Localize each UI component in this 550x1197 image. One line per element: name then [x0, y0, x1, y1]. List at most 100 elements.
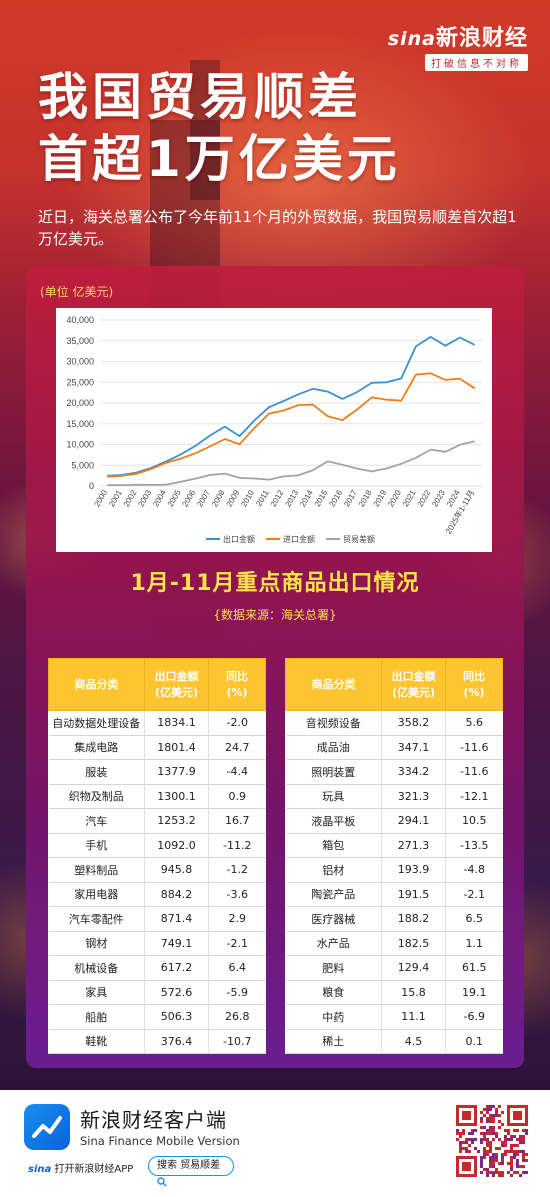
- cell-yoy: -3.6: [208, 882, 266, 907]
- cell-amount: 945.8: [144, 857, 209, 883]
- cell-yoy: -13.5: [445, 833, 503, 858]
- skyscraper-spire: [190, 60, 220, 200]
- brand-logo: sina新浪财经 打破信息不对称: [388, 20, 528, 71]
- cell-amount: 749.1: [144, 931, 209, 956]
- cell-amount: 572.6: [144, 980, 209, 1005]
- table-row: 手机 1092.0 -11.2: [48, 833, 266, 858]
- cell-category: 船舶: [48, 1004, 145, 1030]
- trade-line-chart: 0 5,000 10,000 15,000 20,000 25,000 30,000 35,0…: [56, 308, 492, 552]
- cell-amount: 884.2: [144, 882, 209, 907]
- cell-yoy: -6.9: [445, 1004, 503, 1030]
- cell-category: 箱包: [285, 833, 382, 858]
- sina-logo-mark: sina: [387, 28, 436, 50]
- table-row: 钢材 749.1 -2.1: [48, 931, 266, 956]
- table-row: 汽车 1253.2 16.7: [48, 808, 266, 834]
- cell-category: 液晶平板: [285, 808, 382, 834]
- x-tick-label: 2008: [210, 488, 227, 508]
- cell-category: 钢材: [48, 931, 145, 956]
- cell-amount: 1300.1: [144, 784, 209, 809]
- cell-yoy: -10.7: [208, 1029, 266, 1054]
- x-tick-label: 2005: [166, 488, 183, 508]
- series-line-出口金额: [107, 335, 476, 477]
- cell-yoy: -2.1: [208, 931, 266, 956]
- cell-category: 塑料制品: [48, 857, 145, 883]
- table-header-row: 商品分类 出口金额 (亿美元) 同比 (%): [48, 658, 266, 711]
- x-tick-label: 2004: [151, 488, 168, 508]
- table-row: 水产品 182.5 1.1: [285, 931, 503, 956]
- section-title: 1月-11月重点商品出口情况: [130, 571, 420, 596]
- cell-yoy: 61.5: [445, 955, 503, 981]
- table-row: 液晶平板 294.1 10.5: [285, 808, 503, 834]
- header-amount: 出口金额 (亿美元): [144, 658, 209, 711]
- x-tick-label: 2010: [239, 488, 256, 508]
- table-row: 玩具 321.3 -12.1: [285, 784, 503, 809]
- table-row: 箱包 271.3 -13.5: [285, 833, 503, 858]
- brand-name: 新浪财经: [435, 26, 528, 51]
- table-row: 服装 1377.9 -4.4: [48, 759, 266, 785]
- cell-yoy: 6.4: [208, 955, 266, 981]
- cell-amount: 182.5: [381, 931, 446, 956]
- x-tick-label: 2017: [342, 488, 359, 508]
- search-icon: [157, 1177, 167, 1187]
- header-yoy: 同比 (%): [208, 658, 266, 711]
- cell-category: 汽车: [48, 808, 145, 834]
- x-tick-label: 2007: [195, 488, 212, 508]
- x-tick-label: 2014: [298, 488, 315, 508]
- cell-yoy: 24.7: [208, 735, 266, 760]
- header-category: 商品分类: [48, 658, 145, 711]
- chart-svg: 0 5,000 10,000 15,000 20,000 25,000 30,000 35,0…: [66, 315, 482, 544]
- x-tick-label: 2020: [386, 488, 403, 508]
- cell-yoy: 5.6: [445, 710, 503, 736]
- cell-category: 鞋靴: [48, 1029, 145, 1054]
- brand-slogan: 打破信息不对称: [425, 54, 528, 71]
- cell-category: 手机: [48, 833, 145, 858]
- cell-amount: 1834.1: [144, 710, 209, 736]
- x-tick-label: 2012: [269, 488, 286, 508]
- cell-yoy: 10.5: [445, 808, 503, 834]
- x-tick-label: 2016: [327, 488, 344, 508]
- table-row: 船舶 506.3 26.8: [48, 1004, 266, 1030]
- cell-category: 水产品: [285, 931, 382, 956]
- cell-yoy: -12.1: [445, 784, 503, 809]
- app-icon[interactable]: [24, 1104, 70, 1150]
- sina-mini-logo: sina: [28, 1164, 52, 1175]
- cell-amount: 1377.9: [144, 759, 209, 785]
- search-pill[interactable]: 搜索 贸易顺差: [148, 1156, 234, 1187]
- table-row: 肥料 129.4 61.5: [285, 955, 503, 981]
- cell-yoy: -11.2: [208, 833, 266, 858]
- cell-amount: 1253.2: [144, 808, 209, 834]
- export-table-left: 商品分类 出口金额 (亿美元) 同比 (%) 自动数据处理设备 1834.1 -2.0 集…: [48, 658, 266, 1054]
- y-tick-label: 10,000: [66, 440, 94, 450]
- cell-amount: 506.3: [144, 1004, 209, 1030]
- open-app-link[interactable]: sina 打开新浪财经APP: [28, 1164, 134, 1175]
- table-row: 铝材 193.9 -4.8: [285, 857, 503, 883]
- cell-amount: 129.4: [381, 955, 446, 981]
- y-tick-label: 35,000: [66, 336, 94, 346]
- table-row: 成品油 347.1 -11.6: [285, 735, 503, 760]
- title-line-2: 首超1万亿美元: [38, 130, 401, 188]
- x-tick-label: 2019: [372, 488, 389, 508]
- table-row: 医疗器械 188.2 6.5: [285, 906, 503, 932]
- cell-category: 肥料: [285, 955, 382, 981]
- qr-code[interactable]: [456, 1105, 528, 1177]
- cell-yoy: -2.1: [445, 882, 503, 907]
- app-subtitle: Sina Finance Mobile Version: [80, 1134, 240, 1148]
- cell-amount: 193.9: [381, 857, 446, 883]
- x-tick-label: 2013: [283, 488, 300, 508]
- cell-yoy: -11.6: [445, 735, 503, 760]
- cell-yoy: 16.7: [208, 808, 266, 834]
- legend-label: 进口金额: [283, 534, 315, 544]
- cell-amount: 15.8: [381, 980, 446, 1005]
- cell-category: 家具: [48, 980, 145, 1005]
- table-row: 自动数据处理设备 1834.1 -2.0: [48, 710, 266, 736]
- cell-amount: 4.5: [381, 1029, 446, 1054]
- x-tick-label: 2015: [313, 488, 330, 508]
- cell-category: 稀土: [285, 1029, 382, 1054]
- table-header-row: 商品分类 出口金额 (亿美元) 同比 (%): [285, 658, 503, 711]
- cell-amount: 271.3: [381, 833, 446, 858]
- table-row: 稀土 4.5 0.1: [285, 1029, 503, 1054]
- table-row: 粮食 15.8 19.1: [285, 980, 503, 1005]
- chart-trend-icon: [32, 1116, 62, 1138]
- cell-yoy: 19.1: [445, 980, 503, 1005]
- cell-amount: 191.5: [381, 882, 446, 907]
